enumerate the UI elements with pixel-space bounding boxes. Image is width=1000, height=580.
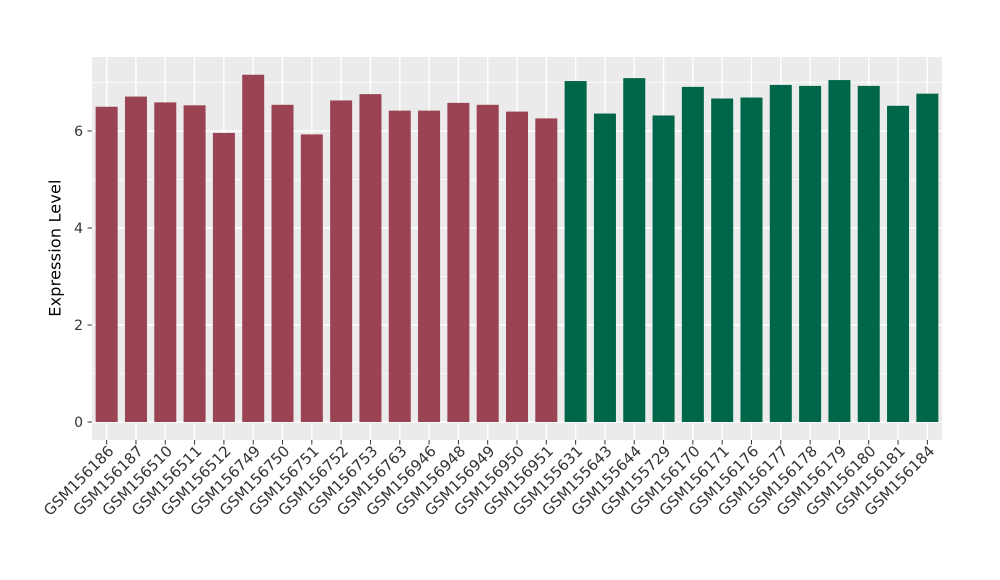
bar-GSM156184 <box>916 93 939 422</box>
bar-GSM155643 <box>593 113 616 422</box>
bar-GSM156950 <box>506 111 528 422</box>
bar-GSM156948 <box>447 102 470 423</box>
bar-GSM156753 <box>359 94 382 422</box>
bar-GSM156511 <box>183 105 206 423</box>
y-tick-label: 6 <box>74 124 83 140</box>
y-axis-title: Expression Level <box>45 179 65 317</box>
bar-GSM156752 <box>330 100 353 422</box>
bar-GSM156763 <box>388 110 411 422</box>
bar-GSM156186 <box>95 106 118 422</box>
bar-GSM156751 <box>300 134 323 422</box>
bar-GSM156187 <box>124 96 147 422</box>
bar-GSM156181 <box>887 105 910 422</box>
bar-GSM156510 <box>154 102 177 422</box>
y-tick-label: 2 <box>74 318 83 334</box>
bar-GSM156177 <box>769 84 792 423</box>
bar-GSM156176 <box>740 97 763 422</box>
y-tick-label: 4 <box>74 221 83 237</box>
y-tick-label: 0 <box>74 415 83 431</box>
bar-GSM155644 <box>623 78 646 422</box>
bar-GSM156750 <box>271 104 294 422</box>
bar-GSM156949 <box>476 104 499 422</box>
bar-GSM156749 <box>242 74 265 423</box>
bar-GSM155729 <box>652 115 675 422</box>
bar-GSM156171 <box>711 98 734 422</box>
bar-GSM155631 <box>564 81 587 423</box>
bar-GSM156946 <box>418 110 441 422</box>
bar-GSM156951 <box>535 118 558 422</box>
bar-GSM156178 <box>799 85 822 423</box>
bar-GSM156179 <box>828 80 851 422</box>
bar-GSM156170 <box>681 86 704 423</box>
bar-GSM156180 <box>857 85 880 423</box>
bar-GSM156512 <box>212 132 235 422</box>
